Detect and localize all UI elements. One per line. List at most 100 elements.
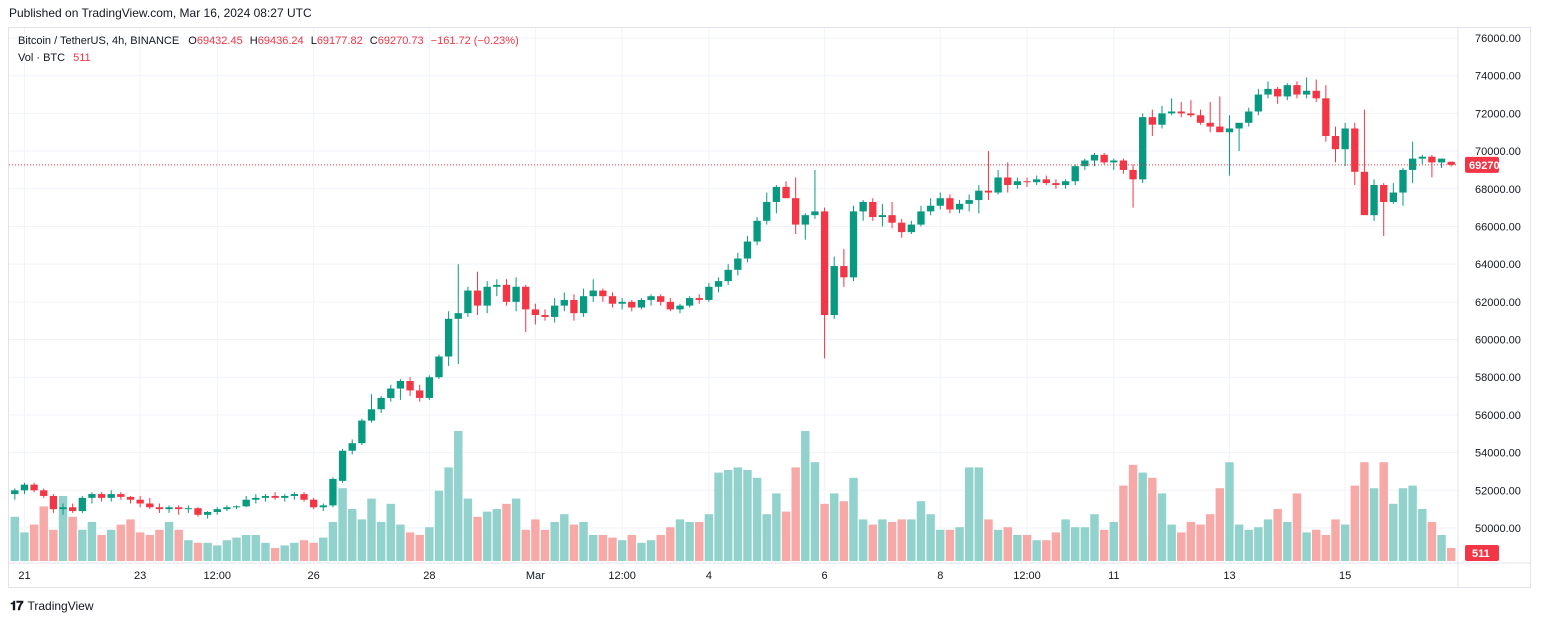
volume-bar [1437,535,1446,561]
candle-body [242,499,250,507]
y-tick-label: 66000.00 [1475,221,1521,233]
volume-bar [10,516,20,561]
volume-bar [830,493,839,561]
volume-bar [1389,503,1398,561]
volume-bar [454,431,463,561]
volume-title: Vol · BTC [18,52,66,64]
volume-bar [1061,519,1070,561]
volume-bar [39,506,48,561]
volume-bar [338,488,347,561]
candle-body [59,507,67,510]
volume-bar [733,467,743,561]
candle-body [1216,126,1224,133]
candle-body [1254,94,1263,112]
volume-bar [993,529,1003,561]
candle-body [791,198,800,225]
candle-body [898,222,906,233]
candle-body [454,313,462,319]
volume-bar [1234,524,1244,561]
candle-body [203,511,212,515]
candle-body [1196,115,1205,123]
candle-body [570,299,578,314]
candle-body [657,296,665,302]
volume-bar [531,519,540,561]
candle-body [888,215,896,223]
volume-bar [781,511,791,561]
volume-bar [579,522,588,561]
volume-bar [868,524,877,561]
last-volume-tag: 511 [1465,545,1499,561]
candle-body [869,201,877,218]
volume-bar [1398,488,1408,561]
chart-frame[interactable] [8,27,1531,588]
volume-bar [1254,527,1263,561]
axes: 76000.00 74000.00 72000.00 70000.00 68000.00… [9,28,1530,587]
open-label: O [188,35,197,47]
volume-bar [772,493,781,561]
candle-body [136,499,144,504]
x-tick-label: 12:00 [608,570,636,582]
volume-bar [184,540,193,561]
volume-bar [155,529,164,561]
candle-body [1447,161,1455,165]
volume-bar [319,537,328,561]
volume-bar [58,496,68,561]
candle-body [1177,111,1185,114]
candle-body [618,301,626,304]
candle-body [560,299,568,306]
candle-body [907,224,916,233]
volume-bar [502,503,511,561]
volume-bar [1244,529,1253,561]
candle-body [49,495,58,510]
candle-body [319,505,327,508]
tradingview-brand: 𝟏𝟕 TradingView [10,598,94,614]
volume-bar [1340,524,1350,561]
last-price-tag: 69270.73 [1465,156,1515,173]
candle-body [126,496,135,500]
y-tick-label: 58000.00 [1475,372,1521,384]
y-tick-label: 72000.00 [1475,108,1521,120]
volume-bar [955,527,964,561]
volume-bar [1408,485,1417,561]
volume-bar [627,535,636,561]
x-tick-label: 12:00 [1013,570,1041,582]
volume-bar [1051,532,1061,561]
volume-bar [1418,509,1427,561]
candle-body [146,503,154,508]
candle-body [589,290,597,297]
candle-body [261,495,270,498]
volume-bar [1446,548,1456,561]
candle-body [676,305,684,310]
candle-body [1273,88,1282,97]
volume-bar [116,524,126,561]
y-tick-label: 52000.00 [1475,485,1521,497]
candle-body [579,296,588,314]
candle-body [782,186,790,199]
volume-bar [810,462,820,561]
candle-body [1235,122,1243,129]
y-tick-label: 50000.00 [1475,523,1521,535]
candle-body [811,211,819,216]
volume-bar [135,532,145,561]
candle-body [1139,117,1147,180]
grid-lines [9,28,1458,562]
price-candles [11,77,1455,519]
volume-bar [396,524,405,561]
candle-body [1225,128,1234,133]
tradingview-logo-icon: 𝟏𝟕 [10,598,24,613]
volume-bar [126,519,135,561]
candle-body [1004,177,1012,185]
candle-body [1283,85,1291,97]
volume-bar [743,470,752,561]
volume-bar [444,467,453,561]
volume-bar [1427,522,1437,561]
candle-body [531,309,540,316]
candle-body [184,508,193,510]
candle-body [975,190,983,201]
volume-bar [1177,532,1186,561]
volume-bar [550,522,559,561]
candle-body [68,507,77,512]
x-tick-label: 23 [134,570,146,582]
volume-bar [261,542,270,561]
